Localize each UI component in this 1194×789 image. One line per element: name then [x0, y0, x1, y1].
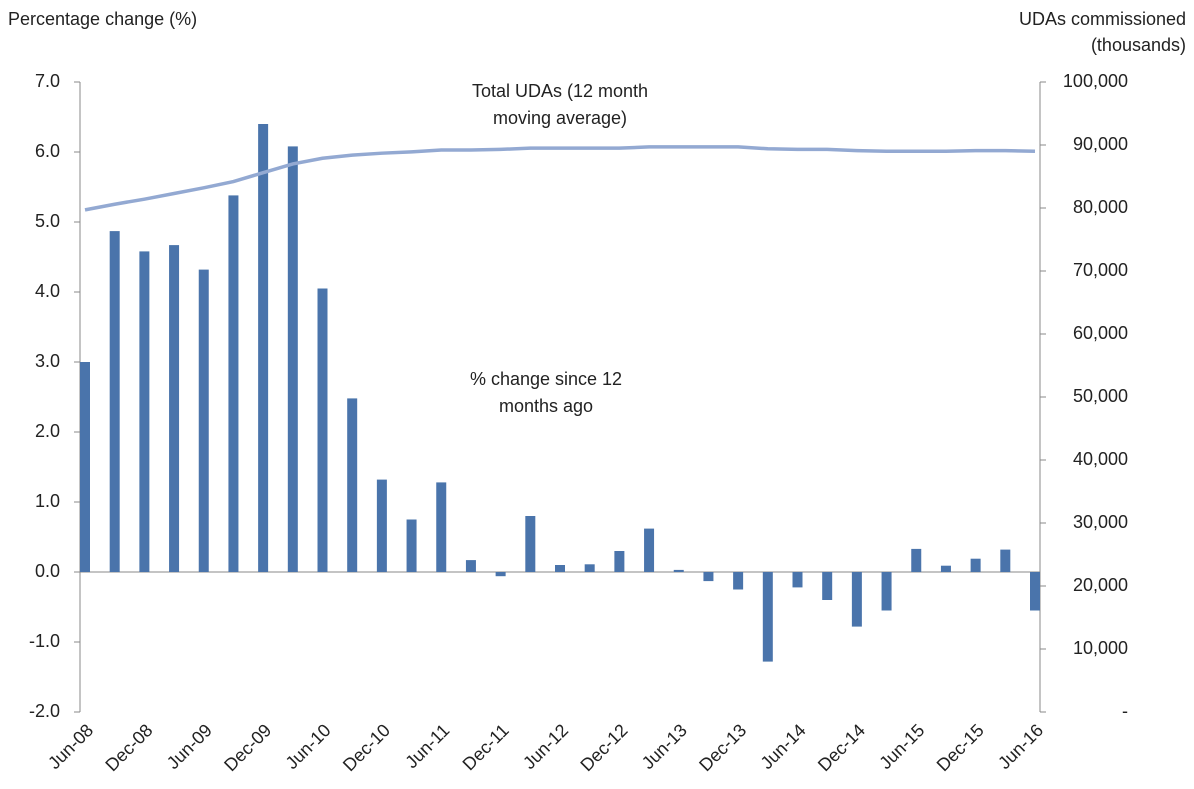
bar [347, 398, 358, 572]
bar [881, 572, 892, 611]
y-tick-label: 5.0 [35, 211, 60, 231]
y-tick-label: 7.0 [35, 71, 60, 91]
bar [109, 231, 120, 572]
bar [584, 564, 595, 572]
bar [495, 572, 506, 577]
y-tick-label: -1.0 [29, 631, 60, 651]
y-tick-label: 6.0 [35, 141, 60, 161]
bar [673, 569, 684, 572]
annotation: Total UDAs (12 month [472, 81, 648, 101]
bar [228, 195, 239, 572]
x-tick-label: Jun-16 [994, 720, 1047, 773]
x-tick-label: Dec-15 [933, 720, 988, 775]
y2-tick-label: 40,000 [1073, 449, 1128, 469]
x-tick-label: Jun-11 [401, 720, 453, 772]
bar [733, 572, 744, 590]
bar [555, 565, 565, 572]
y-tick-label: 3.0 [35, 351, 60, 371]
x-tick-label: Jun-09 [163, 720, 216, 773]
bar [822, 572, 833, 600]
bar [287, 146, 298, 572]
bar [940, 565, 951, 572]
y-tick-label: 2.0 [35, 421, 60, 441]
x-tick-label: Dec-12 [576, 720, 631, 775]
bar [1030, 572, 1040, 611]
bar [169, 245, 180, 572]
y2-tick-label: 100,000 [1063, 71, 1128, 91]
y-tick-label: 4.0 [35, 281, 60, 301]
x-tick-label: Dec-14 [814, 720, 869, 775]
y2-tick-label: 50,000 [1073, 386, 1128, 406]
x-tick-label: Dec-10 [339, 720, 394, 775]
bar [376, 479, 387, 572]
line [84, 145, 1036, 212]
annotation: months ago [499, 396, 593, 416]
x-tick-label: Dec-08 [101, 720, 156, 775]
y-tick-label: 1.0 [35, 491, 60, 511]
bar [198, 269, 209, 572]
bar [80, 362, 90, 572]
y2-tick-label: 70,000 [1073, 260, 1128, 280]
bar [614, 551, 625, 572]
x-tick-label: Jun-15 [875, 720, 928, 773]
annotation: moving average) [493, 108, 627, 128]
y2-tick-label: 60,000 [1073, 323, 1128, 343]
bar [792, 572, 803, 588]
bar [436, 482, 447, 572]
bar [911, 548, 922, 572]
y-tick-label: 0.0 [35, 561, 60, 581]
y2-tick-label: 20,000 [1073, 575, 1128, 595]
x-tick-label: Dec-13 [695, 720, 750, 775]
annotation: % change since 12 [470, 369, 622, 389]
bar [762, 572, 773, 662]
x-tick-label: Jun-10 [282, 720, 335, 773]
bar [644, 528, 655, 572]
x-tick-label: Jun-13 [638, 720, 691, 773]
x-tick-label: Dec-11 [459, 720, 513, 774]
x-tick-label: Jun-14 [757, 720, 810, 773]
y-axis-title: Percentage change (%) [8, 9, 197, 29]
x-tick-label: Jun-12 [519, 720, 572, 773]
bar [1000, 549, 1011, 572]
y2-axis-title: UDAs commissioned [1019, 9, 1186, 29]
y2-tick-label: 90,000 [1073, 134, 1128, 154]
y-tick-label: -2.0 [29, 701, 60, 721]
bar [317, 288, 328, 572]
bar [525, 516, 536, 572]
y2-tick-label: 80,000 [1073, 197, 1128, 217]
bar [465, 560, 476, 572]
y2-tick-label: 30,000 [1073, 512, 1128, 532]
x-tick-label: Jun-08 [44, 720, 97, 773]
bar [139, 251, 150, 572]
bar [851, 572, 862, 627]
y2-tick-label: - [1122, 701, 1128, 721]
bar [258, 124, 269, 572]
bar [406, 519, 417, 572]
bar [703, 572, 714, 582]
y2-tick-label: 10,000 [1073, 638, 1128, 658]
bar [970, 558, 981, 572]
x-tick-label: Dec-09 [220, 720, 275, 775]
y2-axis-title: (thousands) [1091, 35, 1186, 55]
